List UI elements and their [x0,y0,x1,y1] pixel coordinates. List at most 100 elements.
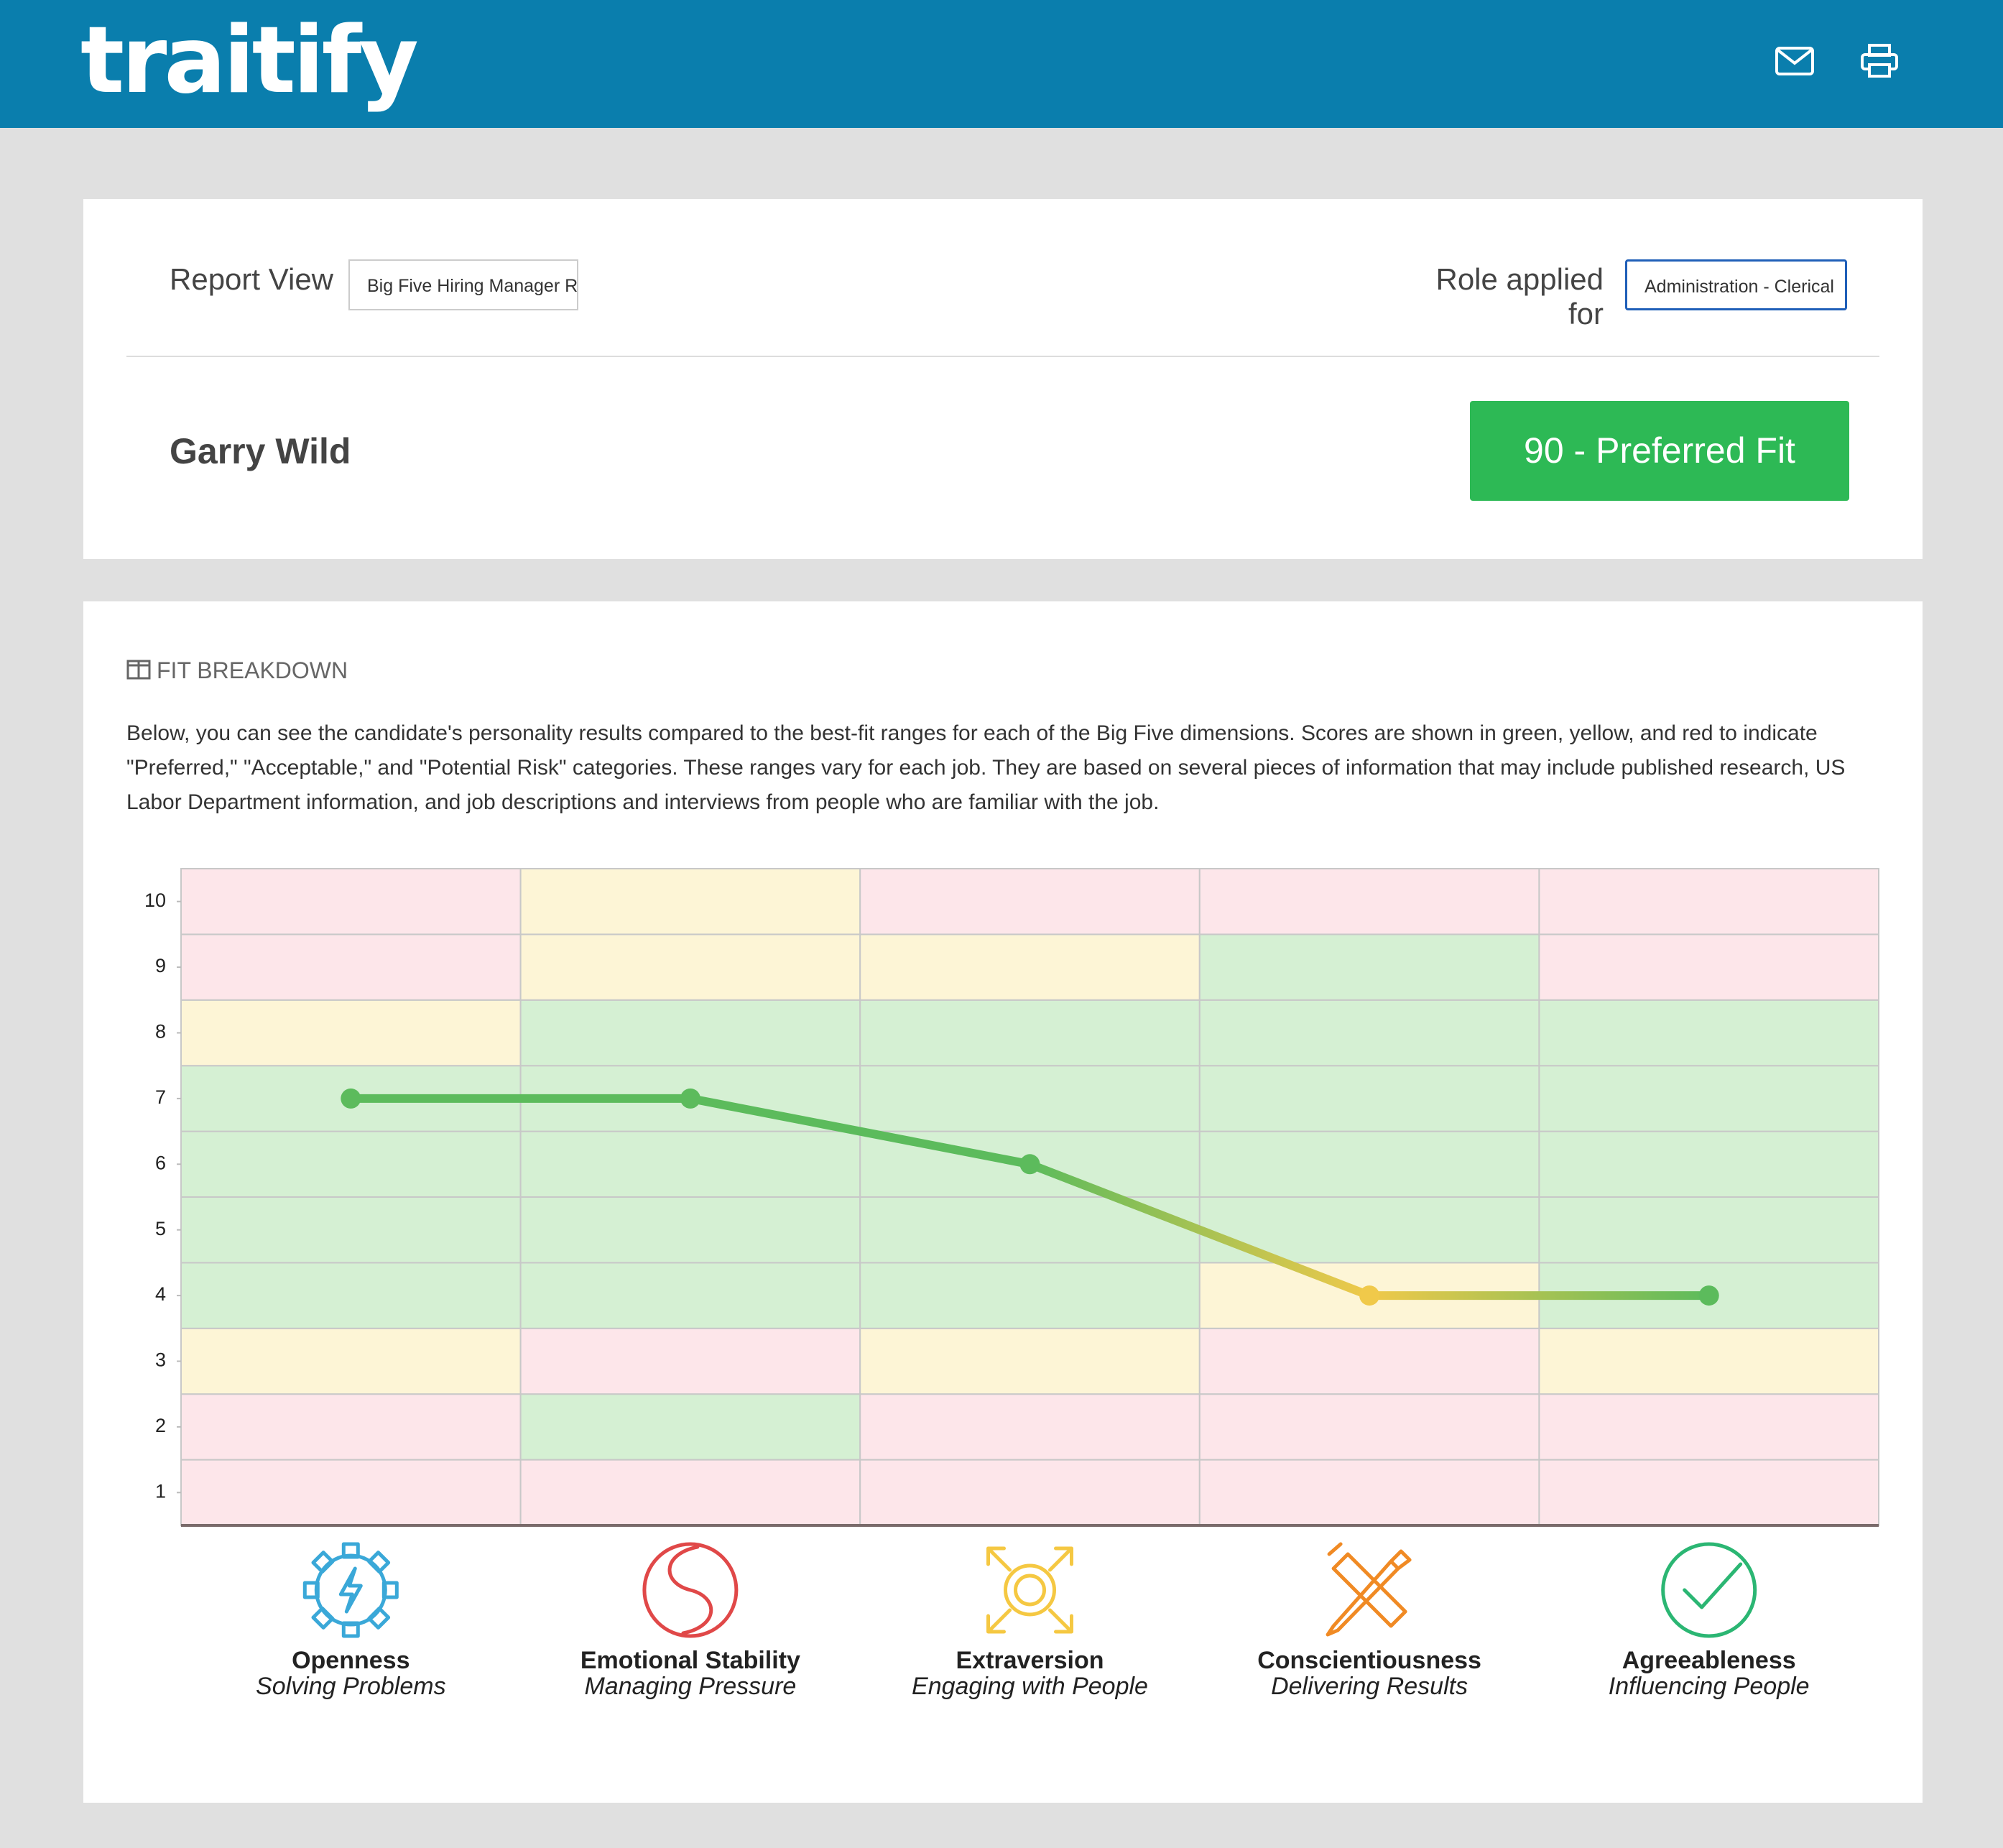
dimension-icon [302,1542,399,1638]
zone [859,1262,1201,1329]
zone [859,1327,1201,1395]
category-subtitle: Delivering Results [1271,1673,1468,1700]
arrow [986,1546,1012,1572]
dimension-icon [1661,1542,1757,1638]
zone [1198,933,1540,1001]
check [1683,1562,1743,1609]
y-tick-label: 4 [155,1283,166,1305]
zone [1198,1393,1540,1461]
role-label: Role applied for [1435,262,1604,331]
y-tick-label: 5 [155,1218,166,1239]
fit-breakdown-card: FIT BREAKDOWN Below, you can see the can… [83,601,1923,1803]
zone [859,933,1201,1001]
zone [180,1327,522,1395]
zone [1538,999,1880,1067]
section-heading: FIT BREAKDOWN [157,657,348,683]
zone [180,868,522,935]
zone [1198,1130,1540,1198]
ring [642,1542,739,1638]
score-point [680,1088,700,1109]
zone [180,1196,522,1264]
bolt [338,1566,363,1614]
category-subtitle: Engaging with People [912,1673,1148,1700]
y-tick-label: 2 [155,1415,166,1436]
print-icon[interactable] [1859,43,1900,79]
logo[interactable]: traitify [80,7,419,114]
zone [180,1262,522,1329]
zone [1198,999,1540,1067]
score-point [341,1088,361,1109]
gear-body [314,1553,387,1627]
zone [519,868,861,935]
report-view-label: Report View [170,262,334,296]
zone [859,1065,1201,1132]
score-point [1359,1285,1380,1306]
description: Below, you can see the candidate's perso… [126,721,1846,814]
category-subtitle: Managing Pressure [584,1673,796,1700]
zone [1538,1130,1880,1198]
email-icon[interactable] [1775,45,1815,78]
arrow [1048,1546,1073,1572]
y-tick-label: 9 [155,955,166,976]
candidate-name: Garry Wild [170,431,351,471]
y-tick-label: 1 [155,1480,166,1502]
y-tick-label: 10 [144,890,166,911]
score-point [1019,1154,1040,1175]
core [1014,1574,1046,1607]
zone [519,1393,861,1461]
header: traitify [0,0,2003,128]
category-label: Extraversion [956,1647,1104,1674]
zone [180,999,522,1067]
zone [180,933,522,1001]
zone [1538,868,1880,935]
zone [859,999,1201,1067]
ring [1661,1542,1757,1638]
zone [519,1262,861,1329]
ring [1004,1563,1056,1617]
zone [519,1196,861,1264]
report-view-select[interactable]: Big Five Hiring Manager R [348,259,578,310]
arrow [986,1608,1012,1634]
zone [1198,1065,1540,1132]
zone [1538,933,1880,1001]
score-point [1698,1285,1719,1306]
zone [859,1459,1201,1526]
pencil [1326,1549,1412,1637]
y-tick-label: 6 [155,1152,166,1173]
zone [1538,1065,1880,1132]
y-tick-label: 7 [155,1086,166,1108]
zone [1538,1196,1880,1264]
zone [180,1393,522,1461]
zone [519,1327,861,1395]
category-label: Conscientiousness [1257,1647,1481,1674]
category-label: Emotional Stability [580,1647,800,1674]
role-select[interactable]: Administration - Clerical [1625,259,1847,310]
zone [859,868,1201,935]
dimension-icon [1326,1542,1412,1637]
zone [519,999,861,1067]
zone [180,1459,522,1526]
dimension-icon [986,1546,1073,1634]
zone [180,1130,522,1198]
zone [1198,1327,1540,1395]
hammer [1327,1542,1407,1628]
category-subtitle: Influencing People [1609,1673,1810,1700]
zone [519,933,861,1001]
swirl [667,1545,713,1635]
zone [1538,1327,1880,1395]
zone [1538,1393,1880,1461]
y-tick-label: 3 [155,1349,166,1371]
fit-badge: 90 - Preferred Fit [1470,401,1849,501]
zone [519,1459,861,1526]
zone [1198,1459,1540,1526]
divider [126,356,1879,357]
category-label: Agreeableness [1622,1647,1796,1674]
zone [1198,868,1540,935]
report-card: Report View Big Five Hiring Manager R Ro… [83,199,1923,559]
dimension-icon [642,1542,739,1638]
zone [1538,1459,1880,1526]
zone [519,1130,861,1198]
category-subtitle: Solving Problems [256,1673,446,1700]
